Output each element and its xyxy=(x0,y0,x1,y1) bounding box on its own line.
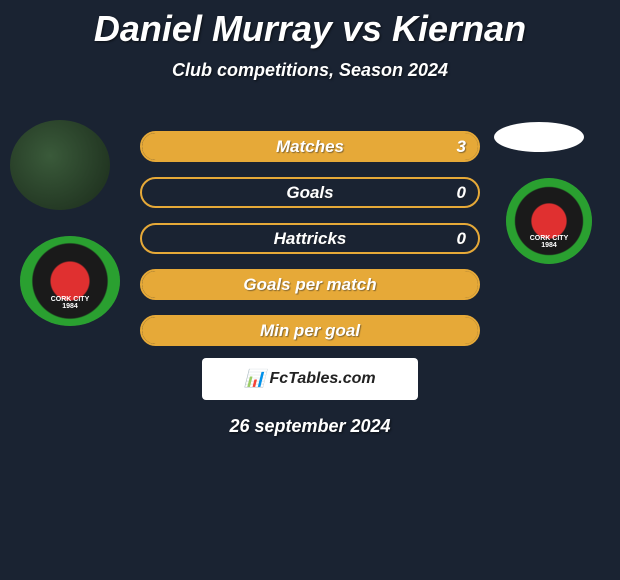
stat-bar-goals: Goals 0 xyxy=(140,177,480,208)
page-title: Daniel Murray vs Kiernan xyxy=(0,0,620,50)
stat-bar-mpg: Min per goal xyxy=(140,315,480,346)
cork-city-badge-right: CORK CITY1984 xyxy=(506,178,592,264)
stat-bar-gpm: Goals per match xyxy=(140,269,480,300)
club-left-badge: CORK CITY1984 xyxy=(20,236,120,326)
stat-label: Matches xyxy=(276,137,344,157)
chart-icon: 📊 xyxy=(244,369,265,389)
cork-city-badge-left: CORK CITY1984 xyxy=(20,236,120,326)
player-left-photo xyxy=(10,120,110,210)
stat-label: Goals per match xyxy=(243,275,376,295)
badge-text: CORK CITY1984 xyxy=(530,235,569,249)
stat-bar-hattricks: Hattricks 0 xyxy=(140,223,480,254)
stat-label: Min per goal xyxy=(260,321,360,341)
stat-value: 0 xyxy=(457,183,466,203)
badge-text: CORK CITY1984 xyxy=(51,296,90,310)
club-right-badge: CORK CITY1984 xyxy=(506,178,592,264)
stat-value: 3 xyxy=(457,137,466,157)
date-text: 26 september 2024 xyxy=(0,416,620,437)
subtitle: Club competitions, Season 2024 xyxy=(0,60,620,81)
stat-label: Goals xyxy=(286,183,333,203)
brand-text: FcTables.com xyxy=(270,370,376,388)
player-right-photo xyxy=(494,122,584,152)
stat-label: Hattricks xyxy=(274,229,347,249)
stat-value: 0 xyxy=(457,229,466,249)
stat-bar-matches: Matches 3 xyxy=(140,131,480,162)
brand-badge: 📊 FcTables.com xyxy=(202,358,418,400)
